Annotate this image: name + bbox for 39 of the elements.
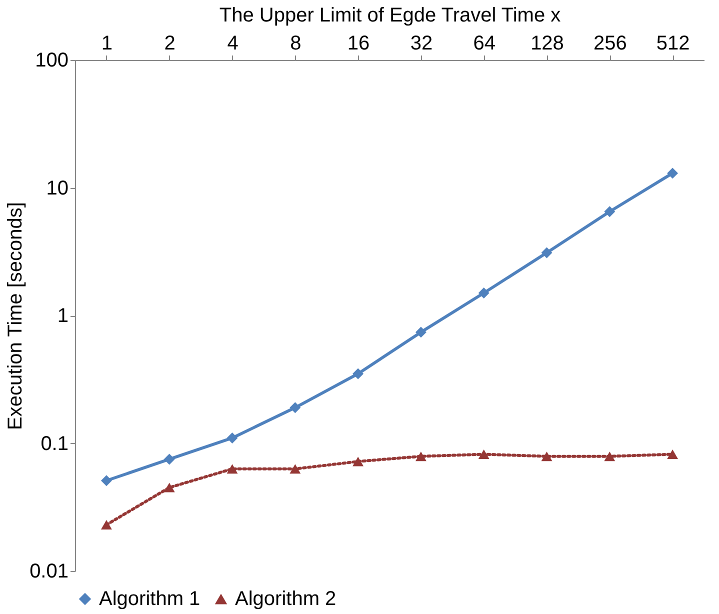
x-tick-label: 128 [530,32,564,54]
x-tick-label: 4 [227,32,238,54]
point [352,368,364,380]
x-tick-label: 8 [290,32,302,54]
point [164,454,175,465]
point [667,168,678,179]
point [541,452,552,462]
point [226,432,238,444]
point [290,402,301,414]
point [100,520,112,530]
point [352,456,364,466]
x-tick-label: 64 [473,32,496,54]
point [478,450,490,460]
point [100,475,112,486]
point [478,288,490,298]
point [604,206,616,218]
y-tick-label: 100 [35,50,68,72]
point [541,247,552,258]
x-tick-label: 2 [164,32,176,54]
legend-label: Algorithm 1 [99,588,200,610]
point [604,452,616,462]
y-tick-label: 10 [46,177,68,200]
point [164,482,175,492]
x-tick-label: 512 [656,32,690,54]
x-tick-label: 16 [347,32,370,54]
x-axis-title: The Upper Limit of Egde Travel Time x [219,4,561,26]
x-tick-label: 1 [101,32,113,54]
point [667,450,678,460]
y-tick-label: 1 [57,305,68,327]
x-tick-label: 256 [593,32,627,54]
x-tick-label: 32 [410,32,433,54]
point [415,326,426,338]
y-tick-label: 0.1 [40,432,68,455]
y-tick-label: 0.01 [30,560,68,582]
legend-label: Algorithm 2 [235,588,336,610]
point [226,464,238,474]
y-axis-title: Execution Time [seconds] [4,202,27,430]
point [415,452,426,462]
point [290,464,301,474]
